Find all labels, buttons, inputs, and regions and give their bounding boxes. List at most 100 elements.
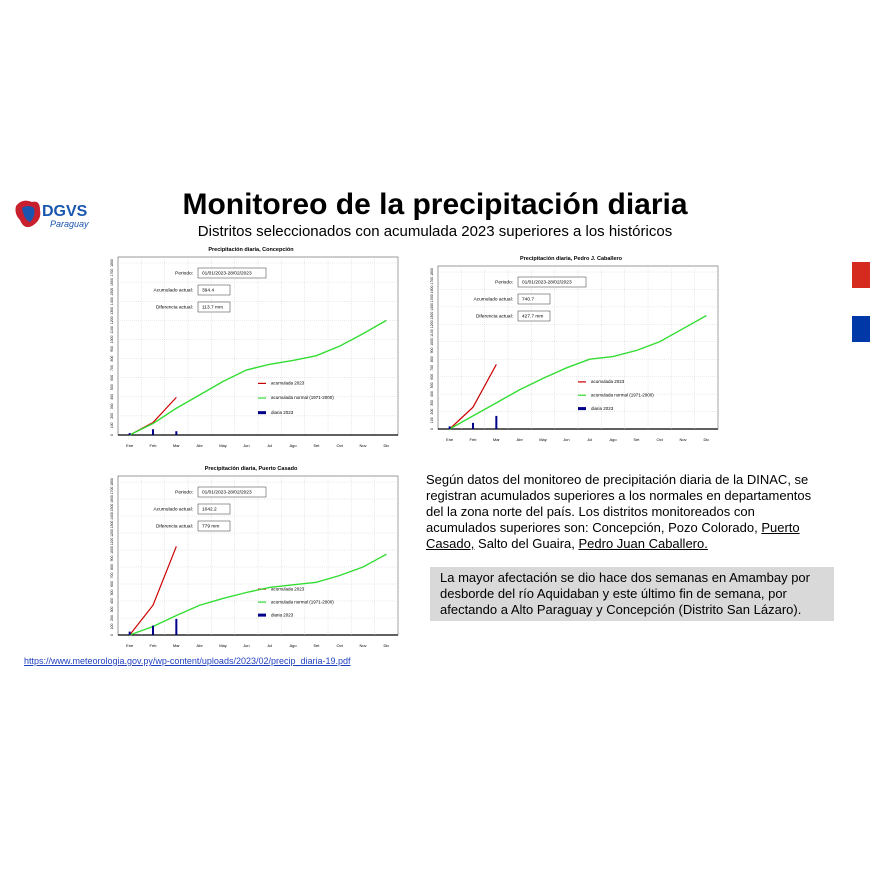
info-box <box>517 293 551 305</box>
daily-bar <box>495 415 498 429</box>
y-tick-label: 1600 <box>110 278 114 286</box>
y-tick-label: 1400 <box>110 297 114 305</box>
info-label: Periodo: <box>495 279 513 285</box>
y-tick-label: 1300 <box>110 521 114 529</box>
info-value: 01/01/2023-28/02/2023 <box>202 489 252 495</box>
chart-title: Precipitación diaria, Puerto Casado <box>205 466 298 472</box>
info-value: 1042.2 <box>202 506 217 512</box>
y-tick-label: 300 <box>110 607 114 613</box>
y-tick-label: 800 <box>430 356 434 362</box>
y-tick-label: 1000 <box>110 336 114 344</box>
series-line <box>449 364 497 430</box>
y-tick-label: 500 <box>430 382 434 388</box>
y-tick-label: 600 <box>110 375 114 381</box>
y-tick-label: 1400 <box>110 512 114 520</box>
chart: Precipitación diaria, Pedro J. Caballero… <box>430 256 719 442</box>
info-value: 01/01/2023-28/02/2023 <box>202 270 252 276</box>
daily-bar <box>128 433 131 435</box>
chart-title: Precipitación diaria, Pedro J. Caballero <box>520 256 623 262</box>
x-tick-label: Oct <box>657 437 664 442</box>
legend-label: acumulada 2023 <box>271 586 305 591</box>
paragraph-underlined: Pedro Juan Caballero. <box>578 536 708 551</box>
y-tick-label: 1400 <box>430 303 434 311</box>
info-box <box>197 503 231 515</box>
info-box <box>197 301 231 313</box>
x-tick-label: Dic <box>383 443 389 448</box>
y-tick-label: 200 <box>110 413 114 419</box>
info-label: Periodo: <box>175 270 193 276</box>
x-tick-label: Dic <box>703 437 709 442</box>
y-tick-label: 400 <box>110 598 114 604</box>
x-tick-label: Ene <box>126 643 134 648</box>
y-tick-label: 1600 <box>430 286 434 294</box>
daily-bar <box>448 426 451 429</box>
info-value: 779 mm <box>202 523 219 529</box>
info-box <box>517 276 587 288</box>
info-box <box>197 486 267 498</box>
y-tick-label: 1800 <box>110 259 114 267</box>
x-tick-label: May <box>219 443 227 448</box>
chart: Precipitación diaria, Puerto Casado 0 100 2… <box>110 466 399 648</box>
logo-text: DGVS <box>42 203 88 220</box>
x-tick-label: Oct <box>337 643 344 648</box>
x-tick-label: Jul <box>267 443 272 448</box>
y-tick-label: 100 <box>430 417 434 423</box>
x-tick-label: Jul <box>267 643 272 648</box>
daily-bar <box>152 429 154 435</box>
info-value: 394.4 <box>202 287 214 293</box>
y-tick-label: 900 <box>110 556 114 562</box>
y-tick-label: 700 <box>430 365 434 371</box>
x-tick-label: Set <box>313 643 320 648</box>
x-tick-label: May <box>219 643 227 648</box>
x-tick-label: Ene <box>126 443 134 448</box>
series-line <box>449 315 707 430</box>
y-tick-label: 900 <box>110 346 114 352</box>
y-tick-label: 1200 <box>430 320 434 328</box>
logo: DGVS Paraguay <box>15 200 89 229</box>
daily-bar <box>175 618 178 635</box>
y-tick-label: 200 <box>430 409 434 415</box>
y-tick-label: 1800 <box>430 268 434 276</box>
paragraph-text: Salto del Guaira, <box>474 536 579 551</box>
y-tick-label: 1300 <box>430 312 434 320</box>
legend-label: diaria 2023 <box>591 406 614 411</box>
y-tick-label: 1800 <box>110 478 114 486</box>
callout: La mayor afectación se dio hace dos sema… <box>430 567 834 621</box>
y-tick-label: 0 <box>430 428 434 430</box>
source-link[interactable]: https://www.meteorologia.gov.py/wp-conte… <box>24 656 351 666</box>
info-box <box>197 284 231 296</box>
x-tick-label: Jun <box>563 437 569 442</box>
daily-bar <box>175 431 178 435</box>
x-tick-label: Feb <box>470 437 478 442</box>
legend-label: acumulada 2023 <box>271 381 305 386</box>
info-box <box>197 267 267 279</box>
paragraph-underlined: Puerto Casado, <box>426 520 800 551</box>
y-tick-label: 200 <box>110 615 114 621</box>
y-tick-label: 1200 <box>110 529 114 537</box>
y-tick-label: 1500 <box>430 294 434 302</box>
x-tick-label: Mar <box>173 443 181 448</box>
series-line <box>129 553 387 636</box>
y-tick-label: 900 <box>430 348 434 354</box>
x-tick-label: Abr <box>197 643 204 648</box>
info-label: Acumulado actual: <box>474 296 513 302</box>
chart-title: Precipitación diaria, Concepción <box>208 247 294 253</box>
info-label: Diferencia actual: <box>156 304 193 310</box>
y-tick-label: 500 <box>110 384 114 390</box>
info-value: 740.7 <box>522 296 534 302</box>
y-tick-label: 100 <box>110 422 114 428</box>
x-tick-label: Ago <box>289 643 297 648</box>
y-tick-label: 700 <box>110 365 114 371</box>
x-tick-label: Ago <box>609 437 617 442</box>
info-value: 427.7 mm <box>522 313 543 319</box>
x-tick-label: Ene <box>446 437 454 442</box>
info-label: Acumulado actual: <box>154 287 193 293</box>
legend-label: acumulada normal (1971-2000) <box>271 395 334 400</box>
legend-label: acumulada normal (1971-2000) <box>591 392 654 397</box>
y-tick-label: 500 <box>110 590 114 596</box>
x-tick-label: Nov <box>679 437 686 442</box>
info-label: Diferencia actual: <box>476 313 513 319</box>
x-tick-label: Jun <box>243 443 249 448</box>
x-tick-label: Oct <box>337 443 344 448</box>
